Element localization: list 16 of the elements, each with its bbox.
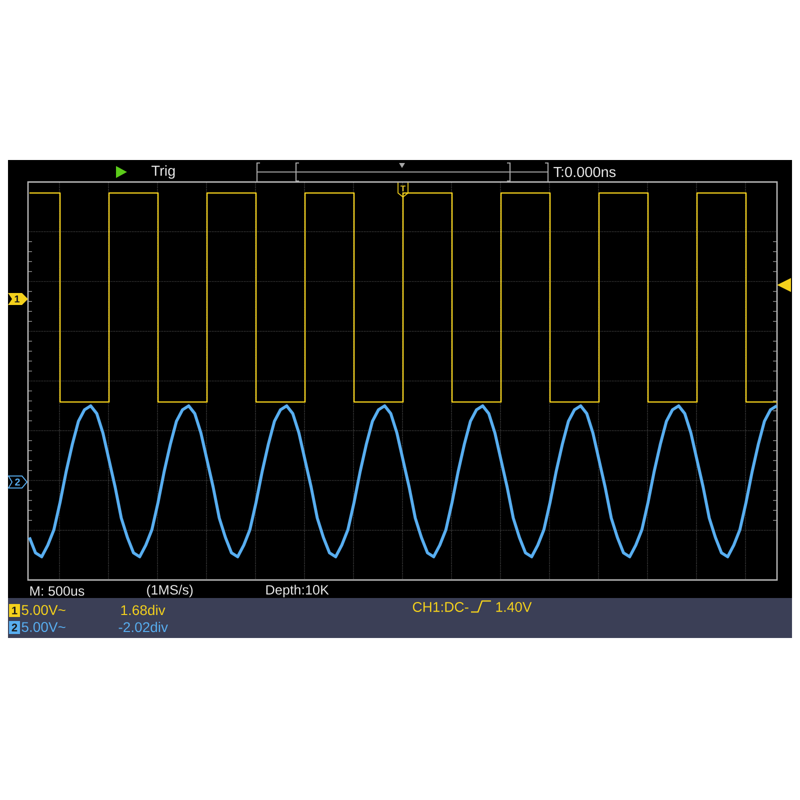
text: T xyxy=(400,186,406,192)
text: 5.00V~ xyxy=(22,622,66,632)
text: 2 xyxy=(15,478,20,486)
text: 1.68div xyxy=(121,604,166,616)
text: M: 500us xyxy=(30,586,84,596)
text: 1 xyxy=(14,296,20,302)
text: (1MS/s) xyxy=(147,584,193,598)
text: 1 xyxy=(12,606,18,614)
text: 5.00V~ xyxy=(22,605,66,615)
text: T:0.000ns xyxy=(554,166,616,178)
text: 2 xyxy=(12,624,18,632)
text: Trig xyxy=(152,165,175,179)
text: Depth:10K xyxy=(266,584,329,598)
text: CH1:DC- xyxy=(412,602,468,612)
text: -2.02div xyxy=(118,622,168,632)
text: 1.40V xyxy=(496,602,532,612)
